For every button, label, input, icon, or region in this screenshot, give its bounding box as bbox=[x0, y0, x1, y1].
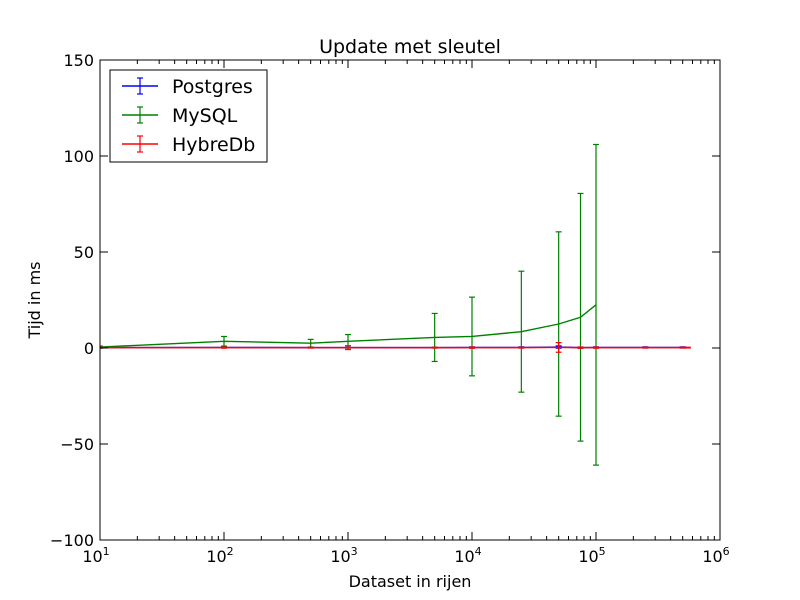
legend-label: HybreDb bbox=[172, 134, 255, 156]
x-tick-base: 10 bbox=[82, 547, 102, 566]
x-tick-label: 104 bbox=[454, 545, 481, 566]
x-tick-label: 106 bbox=[702, 545, 729, 566]
legend-item-hybredb: HybreDb bbox=[122, 134, 255, 156]
legend: Postgres MySQL HybreDb bbox=[109, 69, 268, 163]
x-tick-base: 10 bbox=[578, 547, 598, 566]
x-tick-label: 103 bbox=[330, 545, 357, 566]
y-tick-label: −50 bbox=[60, 435, 94, 454]
x-tick-base: 10 bbox=[454, 547, 474, 566]
x-tick-base: 10 bbox=[330, 547, 350, 566]
x-tick-base: 10 bbox=[206, 547, 226, 566]
x-tick-exponent: 2 bbox=[227, 545, 234, 558]
x-axis-label: Dataset in rijen bbox=[349, 572, 472, 591]
legend-item-mysql: MySQL bbox=[122, 105, 238, 127]
legend-label: MySQL bbox=[172, 105, 238, 127]
y-tick-label: −100 bbox=[50, 531, 94, 550]
data-layer bbox=[100, 143, 691, 466]
series-line-mysql bbox=[100, 304, 597, 348]
y-axis-label: Tijd in ms bbox=[25, 261, 44, 339]
plot-area: 101 102 103 104 105 106−100−50050100150Postgr… bbox=[50, 51, 730, 566]
y-tick-label: 0 bbox=[84, 339, 94, 358]
legend-item-postgres: Postgres bbox=[122, 76, 253, 98]
chart-title: Update met sleutel bbox=[319, 36, 501, 58]
x-tick-label: 105 bbox=[578, 545, 605, 566]
y-tick-label: 50 bbox=[74, 243, 94, 262]
y-tick-label: 100 bbox=[63, 147, 94, 166]
series-hybredb bbox=[100, 342, 691, 353]
legend-label: Postgres bbox=[172, 76, 253, 98]
x-tick-exponent: 1 bbox=[103, 545, 110, 558]
x-tick-label: 101 bbox=[82, 545, 109, 566]
x-tick-exponent: 3 bbox=[351, 545, 358, 558]
axes-frame bbox=[99, 59, 721, 541]
x-tick-exponent: 5 bbox=[599, 545, 606, 558]
x-tick-exponent: 4 bbox=[475, 545, 482, 558]
y-tick-label: 150 bbox=[63, 51, 94, 70]
x-tick-base: 10 bbox=[702, 547, 722, 566]
x-tick-label: 102 bbox=[206, 545, 233, 566]
x-tick-exponent: 6 bbox=[723, 545, 730, 558]
